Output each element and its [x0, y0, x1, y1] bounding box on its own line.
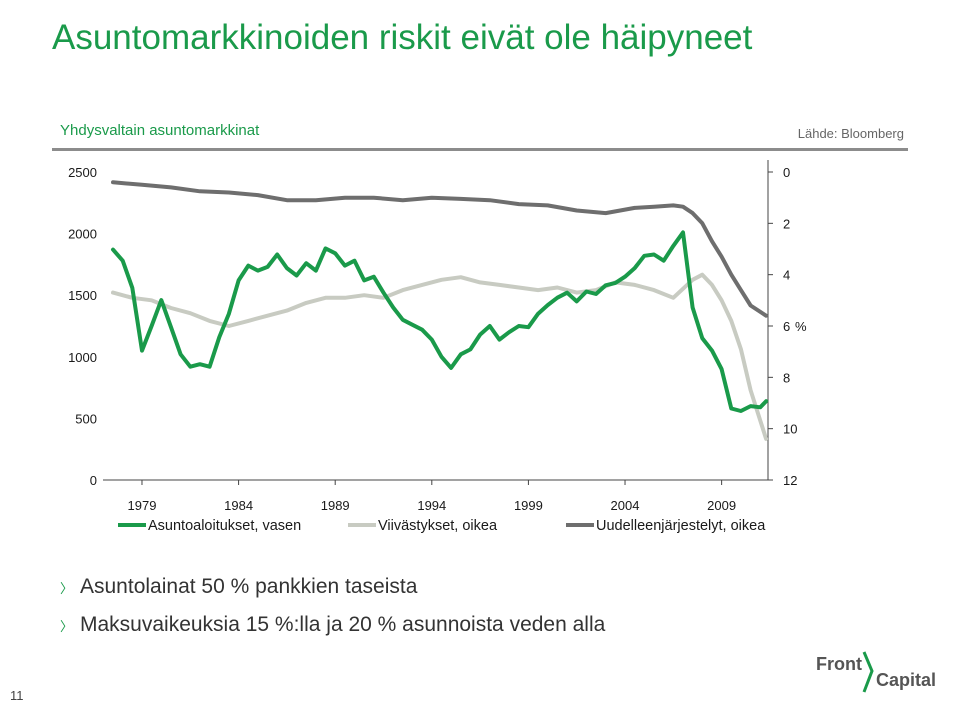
- right-axis-unit: %: [795, 319, 807, 334]
- front-capital-logo: Front Capital: [816, 651, 936, 693]
- bullet-list: 〉 Asuntolainat 50 % pankkien taseista 〉 …: [60, 572, 605, 648]
- header-divider: [52, 148, 908, 151]
- left-tick-label: 0: [90, 473, 97, 488]
- housing-chart: 1979 1984 1989 1994 1999 2004 2009250020001500…: [68, 160, 807, 534]
- legend-label: Uudelleenjärjestelyt, oikea: [596, 518, 766, 534]
- right-tick-label: 2: [783, 216, 790, 231]
- bullet-item: 〉 Maksuvaikeuksia 15 %:lla ja 20 % asunn…: [60, 610, 605, 640]
- right-tick-label: 0: [783, 165, 790, 180]
- logo-word-front: Front: [816, 654, 862, 674]
- series-line-3: [111, 180, 769, 318]
- right-tick-label: 6: [783, 319, 790, 334]
- chart-subtitle: Yhdysvaltain asuntomarkkinat: [60, 122, 260, 139]
- x-tick-label: 1984: [224, 498, 253, 513]
- left-tick-label: 1000: [68, 350, 97, 365]
- chart-grid: [103, 160, 769, 481]
- x-tick-label: 1999: [514, 498, 543, 513]
- bullet-item: 〉 Asuntolainat 50 % pankkien taseista: [60, 572, 605, 602]
- bullet-text: Maksuvaikeuksia 15 %:lla ja 20 % asunnoi…: [80, 613, 606, 636]
- left-tick-label: 500: [75, 411, 97, 426]
- left-tick-label: 2000: [68, 227, 97, 242]
- x-tick-label: 2004: [611, 498, 640, 513]
- right-tick-label: 10: [783, 422, 797, 437]
- logo-chevron-icon: [862, 651, 874, 693]
- series-line-2: [111, 272, 769, 441]
- chart-series: [111, 180, 769, 441]
- bullet-text: Asuntolainat 50 % pankkien taseista: [80, 575, 418, 598]
- page-title: Asuntomarkkinoiden riskit eivät ole häip…: [52, 18, 753, 57]
- chart-ticks: 1979 1984 1989 1994 1999 2004 2009250020001500…: [68, 165, 807, 513]
- chart-legend: Asuntoaloitukset, vasen Viivästykset, oik…: [118, 518, 766, 534]
- left-tick-label: 1500: [68, 288, 97, 303]
- page-number: 11: [10, 688, 24, 703]
- legend-label: Asuntoaloitukset, vasen: [148, 518, 301, 534]
- x-tick-label: 1979: [128, 498, 157, 513]
- x-tick-label: 1989: [321, 498, 350, 513]
- x-tick-label: 1994: [417, 498, 446, 513]
- chevron-right-icon: 〉: [60, 618, 74, 634]
- logo-word-capital: Capital: [876, 670, 936, 690]
- right-tick-label: 4: [783, 268, 790, 283]
- series-line-1: [111, 230, 769, 413]
- right-tick-label: 8: [783, 370, 790, 385]
- chevron-right-icon: 〉: [60, 580, 74, 596]
- x-tick-label: 2009: [707, 498, 736, 513]
- left-tick-label: 2500: [68, 165, 97, 180]
- source-note: Lähde: Bloomberg: [797, 126, 904, 141]
- right-tick-label: 12: [783, 473, 797, 488]
- legend-label: Viivästykset, oikea: [378, 518, 498, 534]
